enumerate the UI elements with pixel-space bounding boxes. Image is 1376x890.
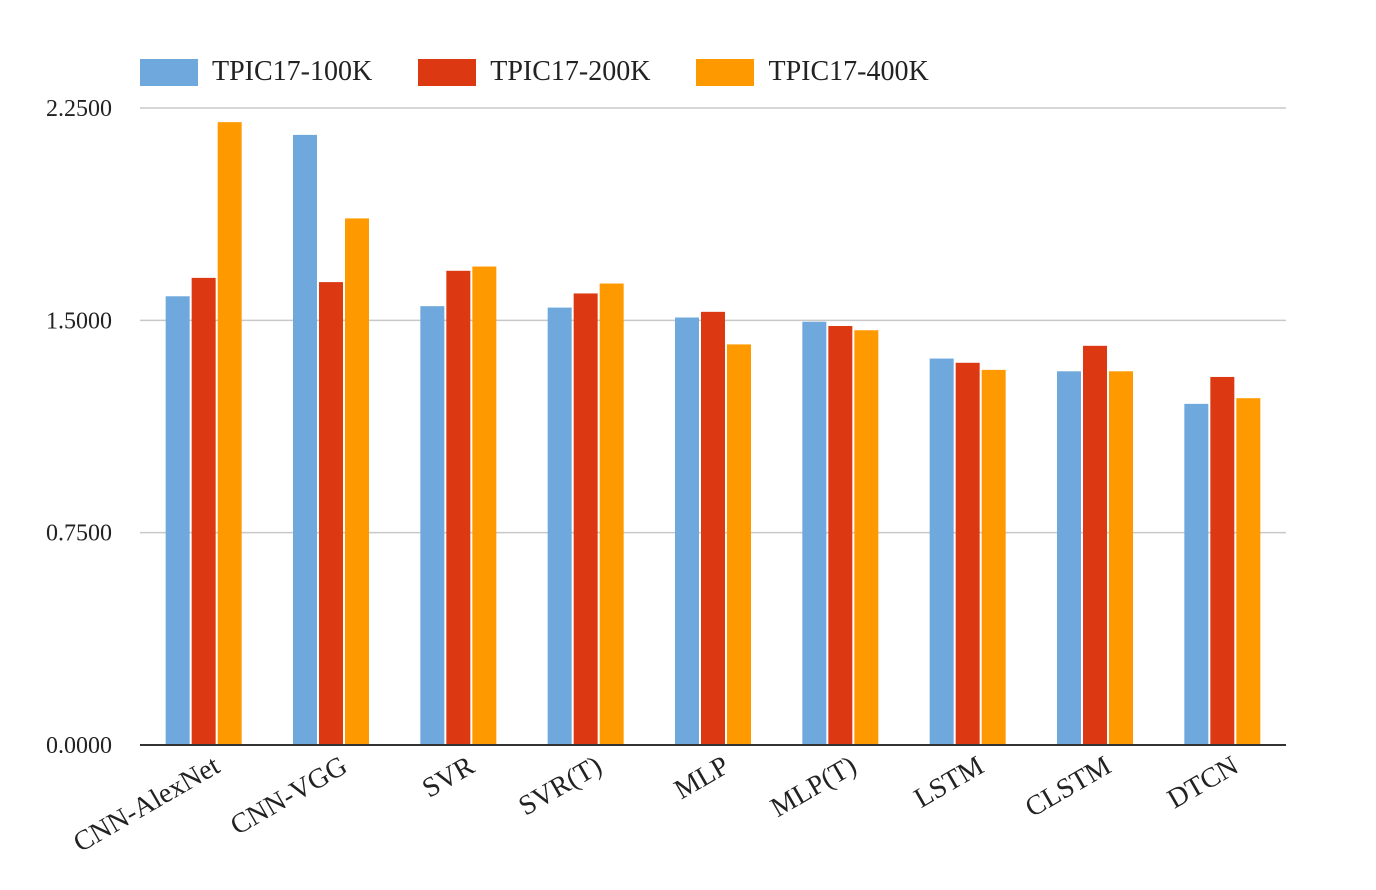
bar [1109,371,1133,745]
bar [1184,403,1209,745]
bar [929,358,954,745]
bar [981,369,1006,745]
bar [675,317,699,745]
legend-label: TPIC17-200K [490,56,651,87]
bar [1236,398,1261,745]
bar [828,325,853,745]
legend-item: TPIC17-200K [418,56,650,88]
legend: TPIC17-100K TPIC17-200K TPIC17-400K [140,56,975,88]
y-tick-label: 0.7500 [46,521,112,547]
legend-swatch [418,58,477,86]
y-tick-label: 2.2500 [46,96,112,122]
bar [345,218,369,745]
bar [802,321,827,745]
bar [472,266,497,745]
bar [319,282,343,745]
bar [547,307,572,745]
y-tick-label: 0.0000 [46,733,112,759]
x-tick-label: SVR(T) [514,750,608,822]
legend-item: TPIC17-400K [696,56,929,88]
bar [1057,371,1081,745]
x-tick-label: CNN-VGG [225,750,352,841]
bar [1210,376,1235,745]
bar [573,293,598,745]
bar [727,344,751,745]
bar [854,330,879,745]
bar [420,306,445,745]
bar [599,283,624,745]
x-tick-label: SVR [417,750,480,804]
bar [191,277,216,745]
y-tick-label: 1.5000 [46,308,112,334]
bar [701,311,725,745]
x-tick-label: CLSTM [1020,750,1116,824]
bar [293,134,317,745]
legend-swatch [140,58,198,86]
legend-swatch [696,58,755,86]
bar [446,270,471,745]
x-tick-label: CNN-AlexNet [68,750,225,859]
legend-label: TPIC17-400K [768,56,929,87]
bar [1083,345,1107,745]
legend-label: TPIC17-100K [212,56,373,87]
x-tick-label: MLP [669,750,734,806]
x-tick-label: DTCN [1162,750,1244,815]
bar [217,122,242,745]
legend-item: TPIC17-100K [140,56,372,88]
x-tick-label: LSTM [909,750,989,814]
bar [165,296,190,745]
bar [955,362,980,745]
x-tick-label: MLP(T) [766,750,862,824]
